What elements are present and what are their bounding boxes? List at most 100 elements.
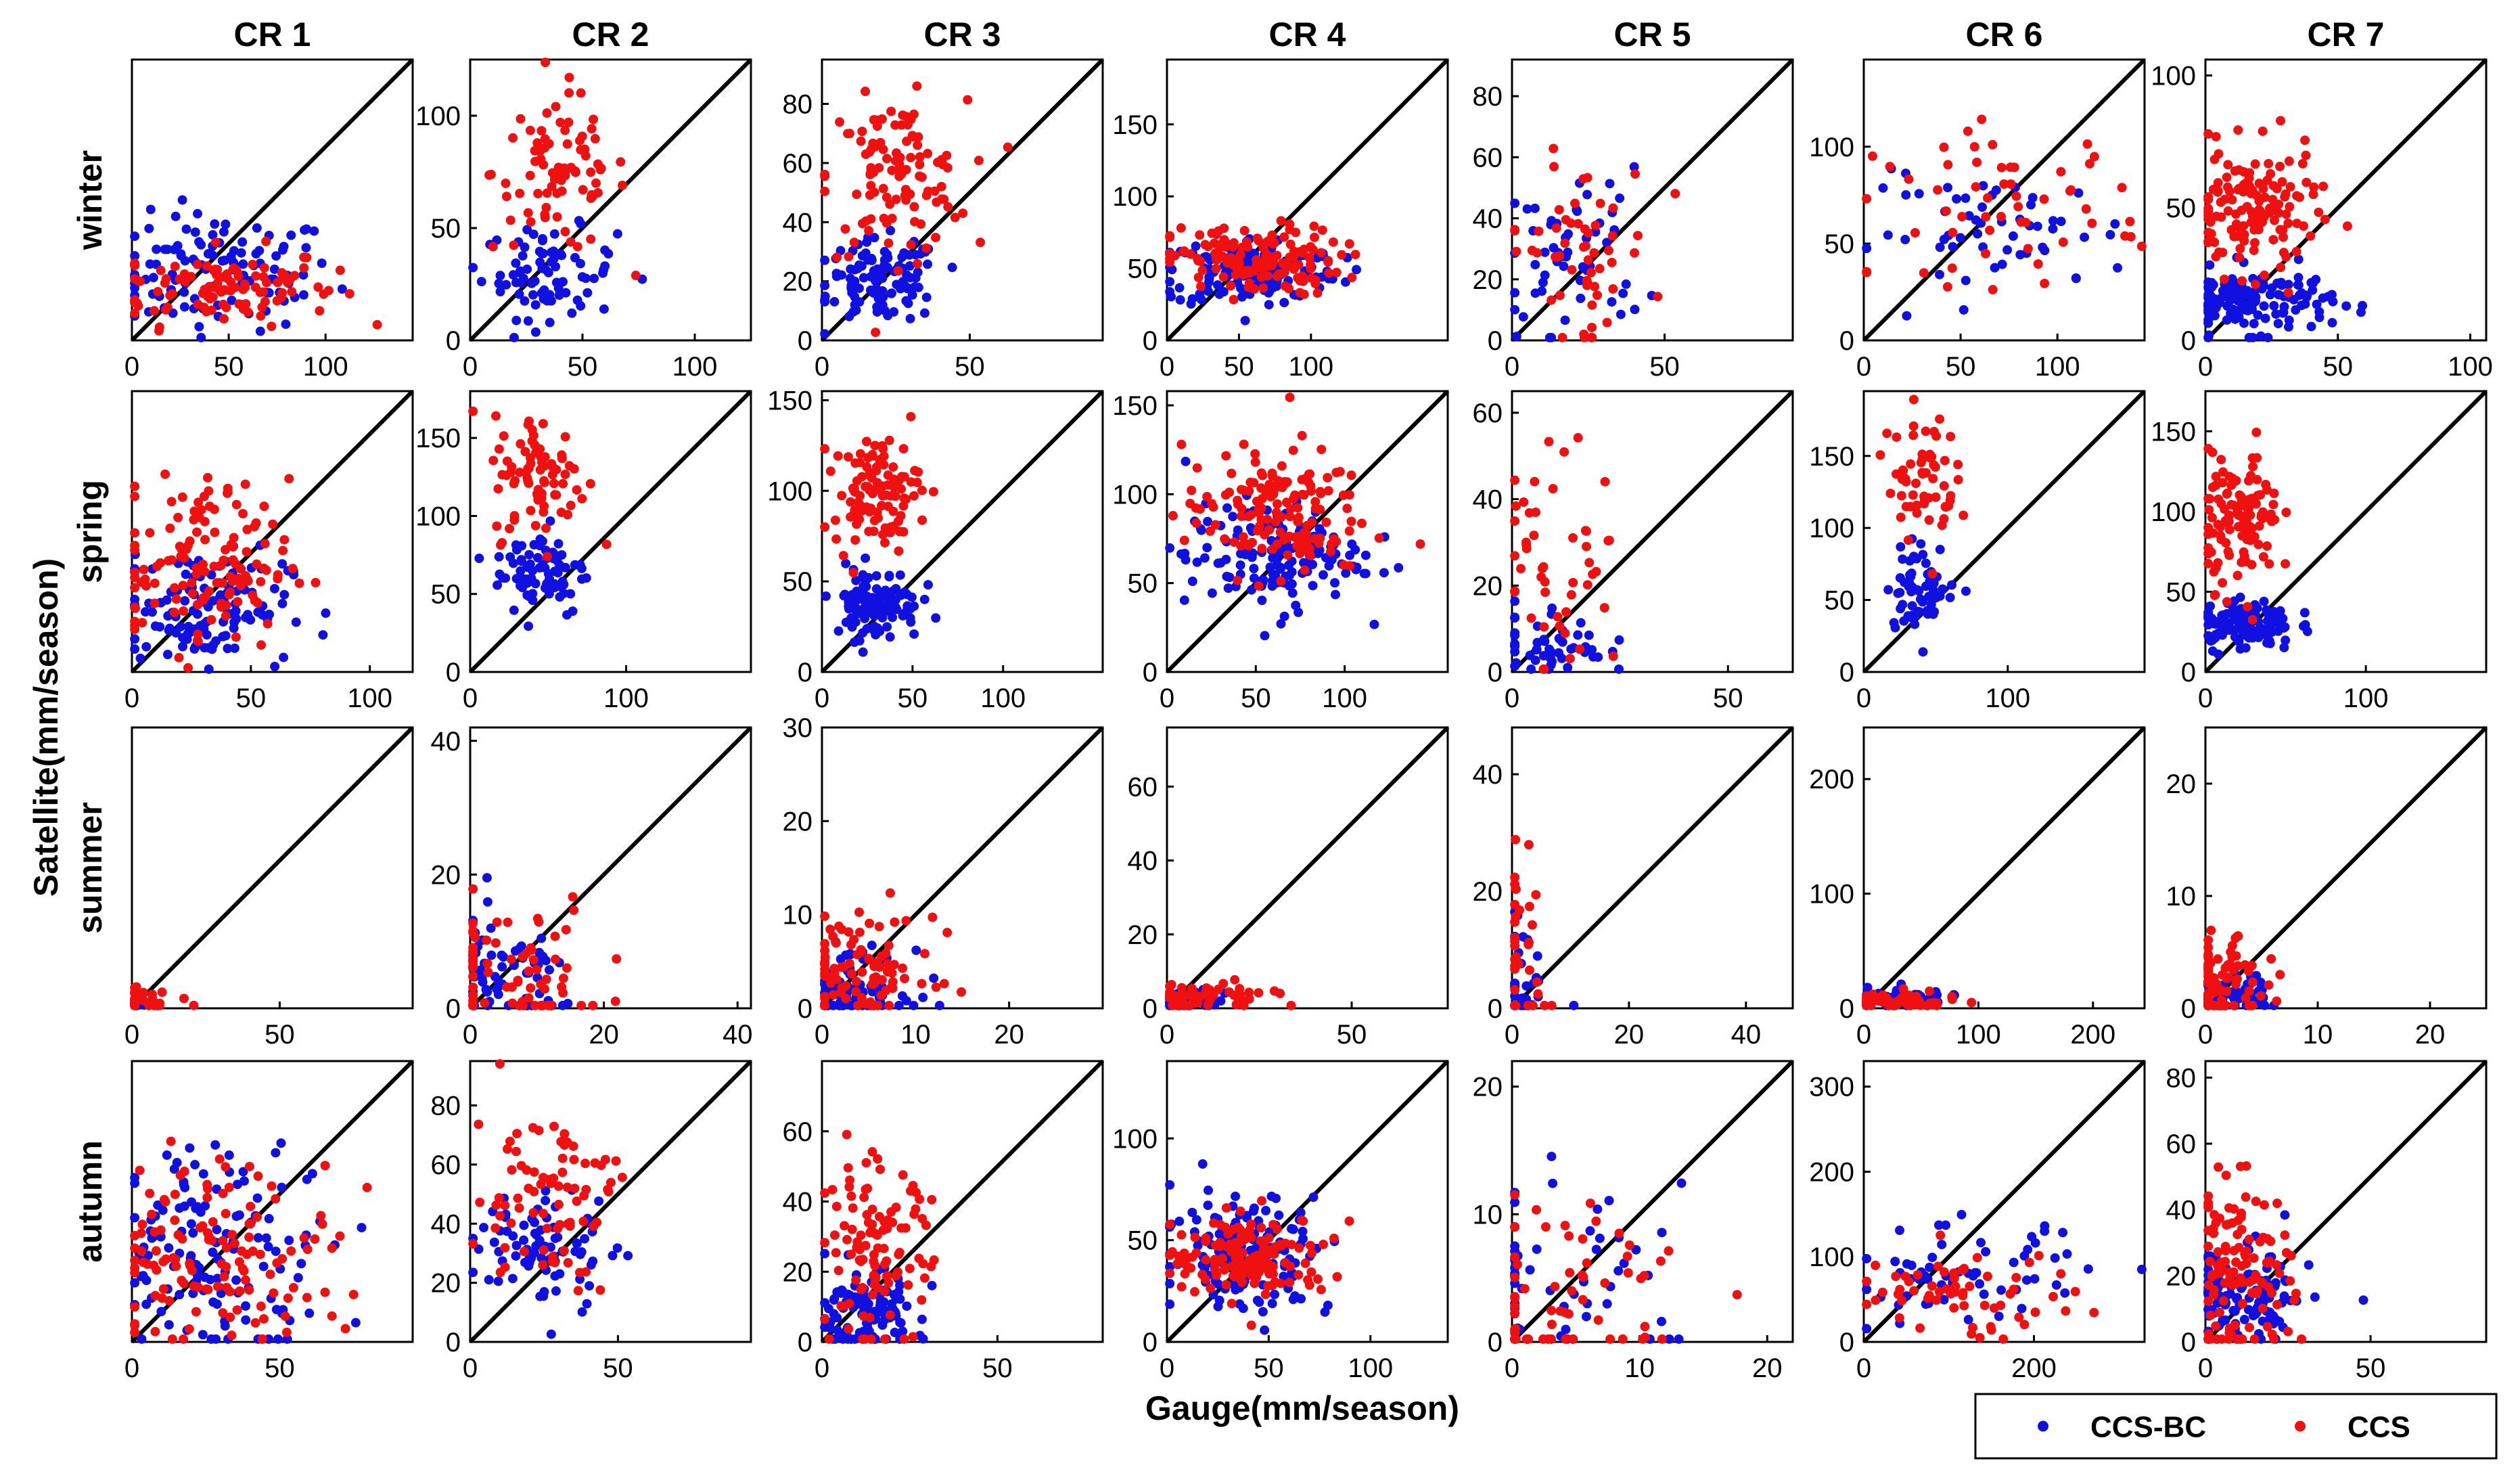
ccs-point (1309, 221, 1319, 231)
ccs-point (1510, 516, 1519, 526)
ccs-point (1335, 467, 1345, 476)
x-tick-label: 10 (1624, 1353, 1655, 1383)
ccs-point (820, 946, 829, 956)
ccs-bc-point (281, 319, 290, 329)
ccs-bc-point (1260, 1326, 1269, 1335)
ccs-point (230, 1239, 239, 1249)
ccs-point (837, 924, 846, 934)
ccs-point (1329, 238, 1338, 247)
ccs-point (831, 535, 841, 544)
ccs-point (219, 314, 229, 323)
ccs-point (2264, 559, 2274, 568)
ccs-point (2203, 195, 2213, 204)
ccs-point (881, 949, 890, 958)
ccs-bc-point (1948, 242, 1957, 252)
ccs-point (130, 295, 139, 305)
ccs-bc-point (1952, 194, 1961, 204)
ccs-bc-point (1519, 312, 1528, 321)
ccs-bc-point (526, 1253, 536, 1263)
ccs-point (1345, 1216, 1354, 1226)
ccs-bc-point (2057, 217, 2066, 226)
ccs-bc-point (525, 592, 534, 602)
ccs-point (852, 950, 862, 960)
ccs-point (251, 271, 260, 281)
x-tick-label: 0 (1160, 1353, 1174, 1383)
ccs-bc-point (877, 290, 886, 299)
x-tick-label: 0 (815, 1353, 829, 1383)
ccs-point (863, 482, 872, 492)
ccs-bc-point (834, 627, 844, 636)
x-tick-label: 0 (1856, 352, 1871, 382)
ccs-point (1911, 478, 1921, 488)
ccs-point (589, 114, 598, 124)
ccs-bc-point (1912, 554, 1921, 564)
ccs-point (1988, 285, 1998, 294)
ccs-point (285, 274, 295, 284)
ccs-bc-point (850, 300, 860, 309)
ccs-point (1165, 1269, 1174, 1278)
ccs-point (1337, 250, 1346, 260)
ccs-bc-point (568, 606, 578, 616)
ccs-point (1252, 1273, 1261, 1282)
ccs-bc-point (1566, 644, 1576, 654)
ccs-bc-point (2204, 330, 2214, 340)
ccs-point (263, 619, 273, 629)
ccs-point (1898, 474, 1907, 484)
ccs-bc-point (1549, 243, 1558, 252)
ccs-point (532, 138, 542, 148)
ccs-bc-point (1576, 294, 1585, 303)
ccs-point (1201, 1274, 1210, 1284)
ccs-point (497, 470, 507, 479)
ccs-bc-point (1901, 190, 1910, 200)
x-tick-label: 10 (2303, 1020, 2333, 1050)
ccs-point (2258, 508, 2268, 517)
ccs-point (1985, 225, 1994, 235)
ccs-point (534, 917, 543, 926)
ccs-point (2247, 524, 2257, 533)
ccs-point (1318, 225, 1327, 235)
ccs-point (1529, 531, 1538, 540)
ccs-bc-point (1239, 1303, 1248, 1313)
ccs-point (1258, 283, 1268, 292)
ccs-bc-point (156, 1307, 166, 1316)
ccs-point (1862, 194, 1871, 204)
ccs-point (500, 1243, 509, 1253)
ccs-point (1536, 572, 1546, 582)
ccs-point (1181, 1260, 1191, 1270)
ccs-point (193, 260, 202, 269)
ccs-bc-point (1938, 585, 1947, 594)
ccs-point (2085, 159, 2094, 169)
ccs-point (866, 181, 875, 190)
ccs-point (480, 998, 489, 1008)
ccs-point (1638, 1334, 1647, 1344)
x-tick-label: 50 (1649, 352, 1680, 382)
ccs-bc-point (2204, 284, 2214, 294)
ccs-point (1897, 994, 1906, 1004)
ccs-point (1201, 1255, 1211, 1265)
ccs-point (499, 431, 509, 441)
ccs-bc-point (1526, 1265, 1535, 1275)
ccs-point (549, 1173, 558, 1183)
ccs-bc-point (164, 1320, 174, 1330)
ccs-point (909, 202, 919, 212)
ccs-point (884, 238, 893, 248)
ccs-point (319, 290, 328, 299)
ccs-point (857, 127, 867, 136)
ccs-point (909, 1332, 918, 1341)
ccs-point (1578, 1295, 1588, 1305)
ccs-point (932, 983, 941, 992)
ccs-point (170, 583, 179, 593)
ccs-bc-point (1165, 1299, 1174, 1309)
ccs-bc-point (829, 297, 839, 307)
ccs-point (1555, 621, 1564, 631)
ccs-point (2265, 204, 2274, 213)
ccs-point (1640, 1322, 1649, 1331)
ccs-point (1177, 997, 1187, 1007)
ccs-point (2117, 183, 2127, 192)
ccs-point (1321, 518, 1331, 527)
ccs-point (1575, 644, 1584, 654)
